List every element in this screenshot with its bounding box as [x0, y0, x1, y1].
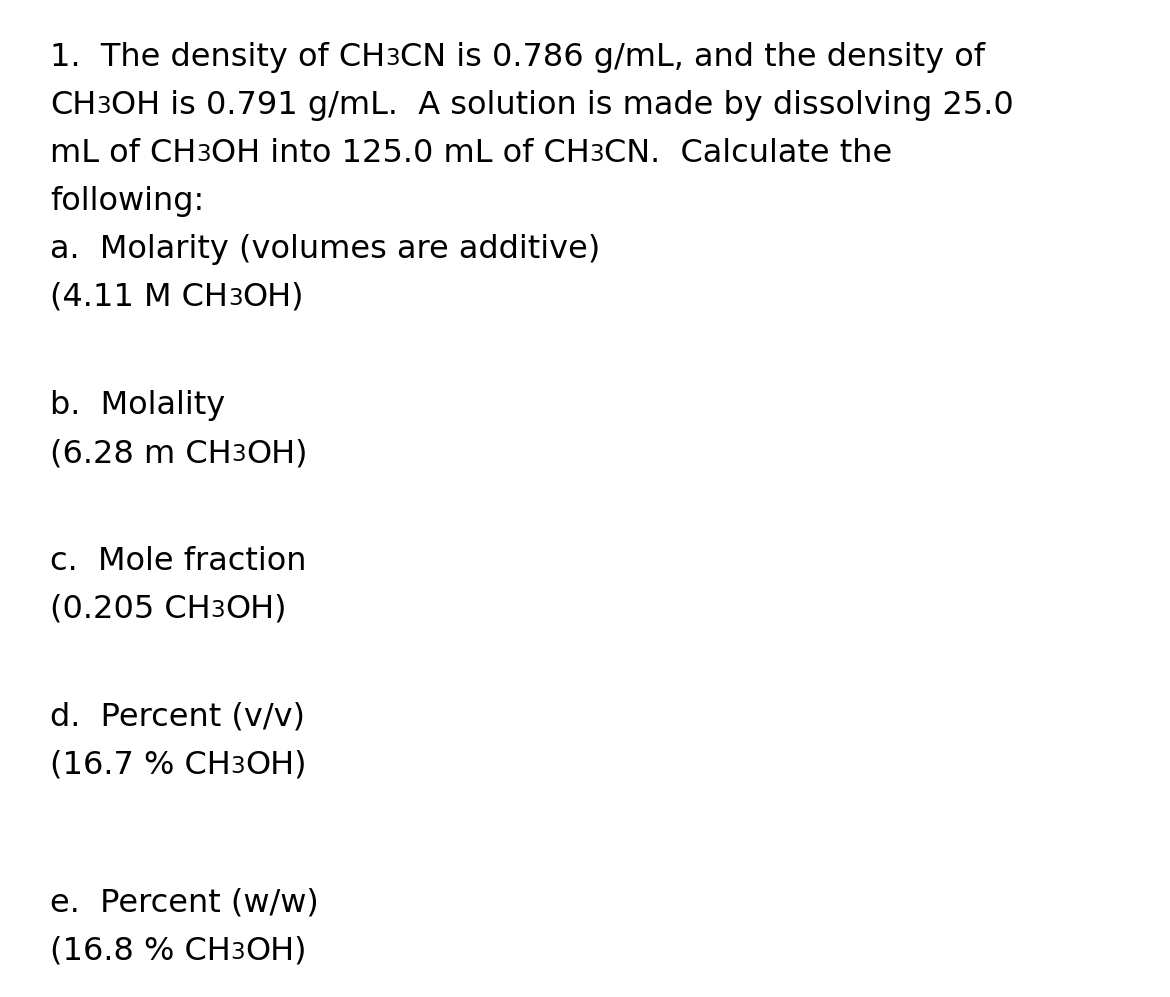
Text: 3: 3 — [232, 443, 246, 466]
Text: (0.205 CH: (0.205 CH — [50, 594, 211, 625]
Text: a.  Molarity (volumes are additive): a. Molarity (volumes are additive) — [50, 234, 600, 265]
Text: (16.8 % CH: (16.8 % CH — [50, 936, 230, 967]
Text: e.  Percent (w/w): e. Percent (w/w) — [50, 888, 318, 919]
Text: CN.  Calculate the: CN. Calculate the — [604, 138, 893, 169]
Text: b.  Molality: b. Molality — [50, 390, 226, 421]
Text: (16.7 % CH: (16.7 % CH — [50, 750, 230, 781]
Text: (4.11 M CH: (4.11 M CH — [50, 282, 228, 313]
Text: mL of CH: mL of CH — [50, 138, 197, 169]
Text: 3: 3 — [230, 755, 246, 778]
Text: 3: 3 — [96, 95, 111, 118]
Text: following:: following: — [50, 186, 205, 217]
Text: OH): OH) — [246, 750, 307, 781]
Text: CN is 0.786 g/mL, and the density of: CN is 0.786 g/mL, and the density of — [400, 42, 985, 73]
Text: OH): OH) — [226, 594, 287, 625]
Text: 3: 3 — [228, 287, 242, 310]
Text: 3: 3 — [211, 599, 226, 622]
Text: 3: 3 — [197, 143, 211, 166]
Text: OH): OH) — [242, 282, 304, 313]
Text: OH): OH) — [246, 936, 307, 967]
Text: 3: 3 — [590, 143, 604, 166]
Text: OH): OH) — [246, 438, 308, 469]
Text: 1.  The density of CH: 1. The density of CH — [50, 42, 385, 73]
Text: d.  Percent (v/v): d. Percent (v/v) — [50, 702, 305, 733]
Text: (6.28 m CH: (6.28 m CH — [50, 438, 232, 469]
Text: OH into 125.0 mL of CH: OH into 125.0 mL of CH — [211, 138, 590, 169]
Text: CH: CH — [50, 90, 96, 121]
Text: OH is 0.791 g/mL.  A solution is made by dissolving 25.0: OH is 0.791 g/mL. A solution is made by … — [111, 90, 1013, 121]
Text: 3: 3 — [385, 47, 400, 70]
Text: c.  Mole fraction: c. Mole fraction — [50, 546, 307, 577]
Text: 3: 3 — [230, 941, 246, 964]
